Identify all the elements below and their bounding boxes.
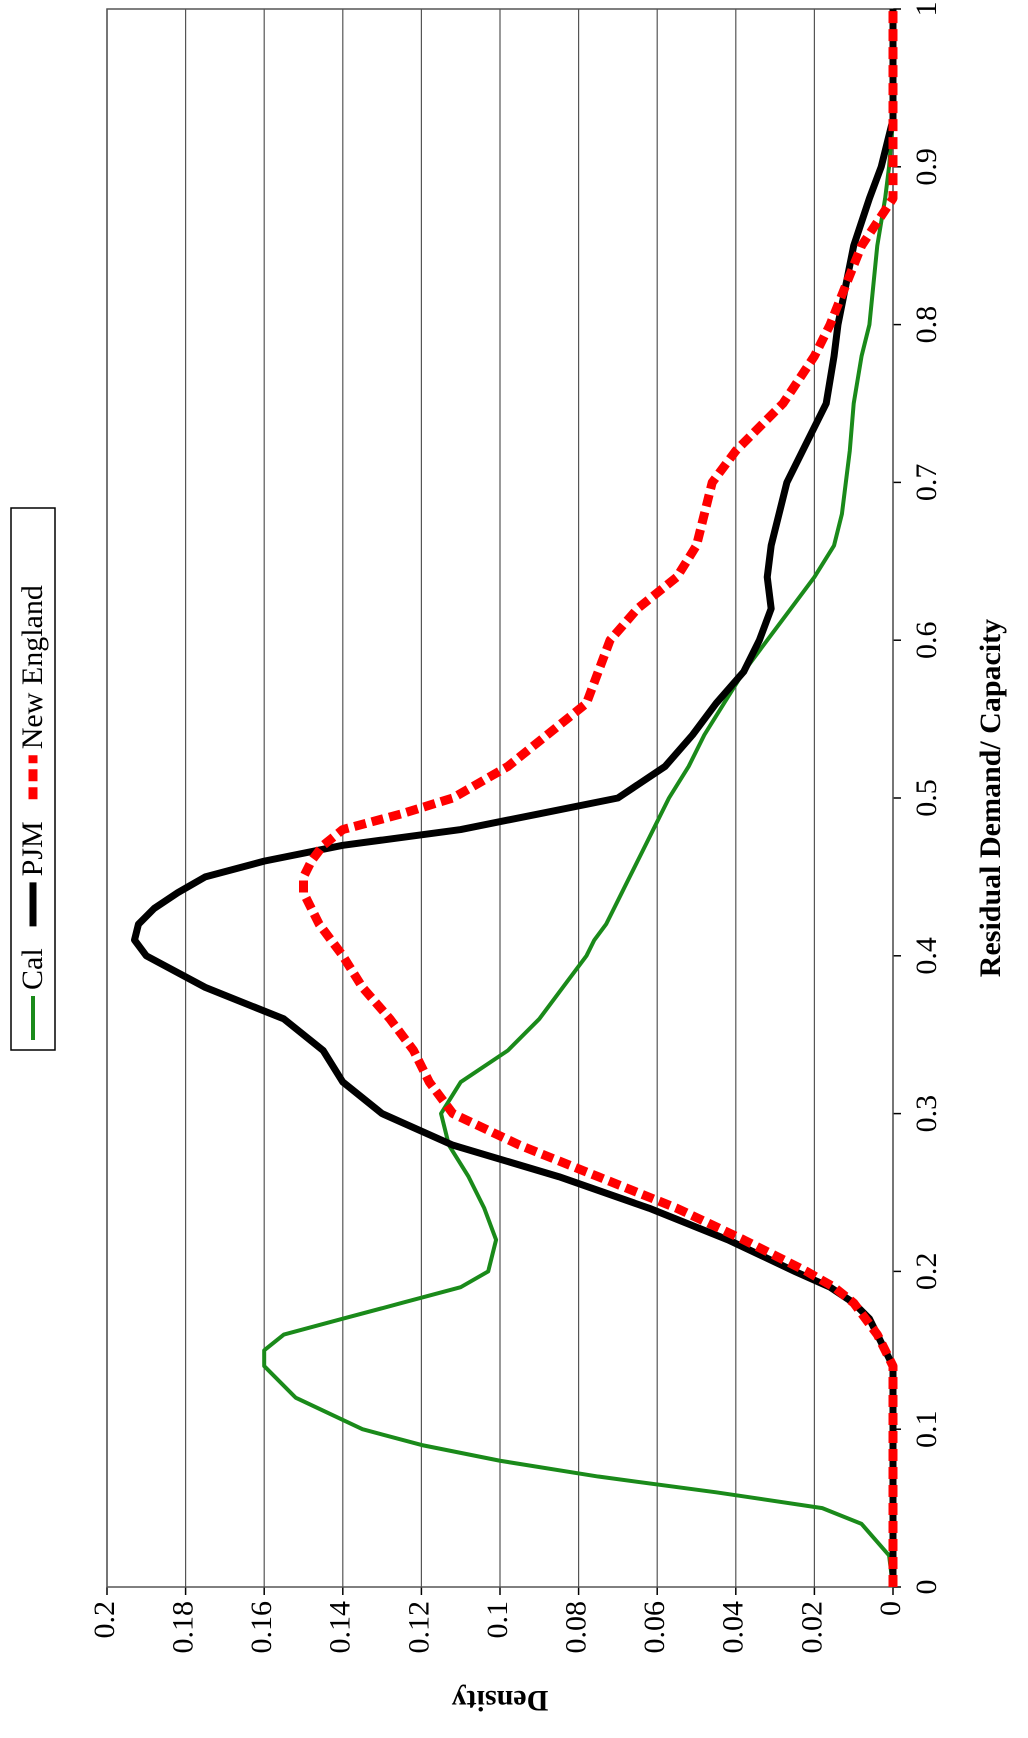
x-tick-label: 0.5 [910, 779, 943, 817]
series-line [299, 9, 898, 1587]
x-tick-label: 0.4 [910, 937, 943, 975]
x-tick-label: 0.7 [910, 464, 943, 502]
x-tick-label: 0 [910, 1580, 943, 1595]
x-tick-label: 0.2 [910, 1253, 943, 1291]
legend-label: Cal [16, 948, 49, 990]
series-line [131, 9, 897, 1587]
x-axis-title: Residual Demand/ Capacity [974, 619, 1007, 977]
plot-border [106, 8, 894, 1588]
y-tick-label: 0.06 [638, 1601, 671, 1654]
y-tick-label: 0.12 [402, 1601, 435, 1654]
y-tick-label: 0.14 [324, 1601, 357, 1654]
series-line [262, 9, 895, 1588]
y-tick-label: 0.16 [245, 1601, 278, 1654]
y-tick-label: 0.18 [166, 1601, 199, 1654]
y-tick-label: 0.04 [717, 1601, 750, 1654]
legend-label: PJM [16, 821, 49, 876]
x-tick-label: 0.1 [910, 1410, 943, 1448]
x-tick-label: 0.8 [910, 306, 943, 344]
y-axis-title: Density [452, 1684, 549, 1717]
y-tick-label: 0 [874, 1601, 907, 1616]
x-tick-label: 0.6 [910, 621, 943, 659]
y-tick-label: 0.2 [88, 1601, 121, 1639]
legend: Cal PJM New England [10, 507, 56, 1051]
x-tick-label: 1 [910, 2, 943, 17]
y-tick-label: 0.02 [795, 1601, 828, 1654]
y-tick-label: 0.08 [559, 1601, 592, 1654]
y-tick-label: 0.1 [481, 1601, 514, 1639]
legend-label: New England [16, 585, 49, 749]
x-tick-label: 0.9 [910, 148, 943, 186]
x-tick-label: 0.3 [910, 1095, 943, 1133]
